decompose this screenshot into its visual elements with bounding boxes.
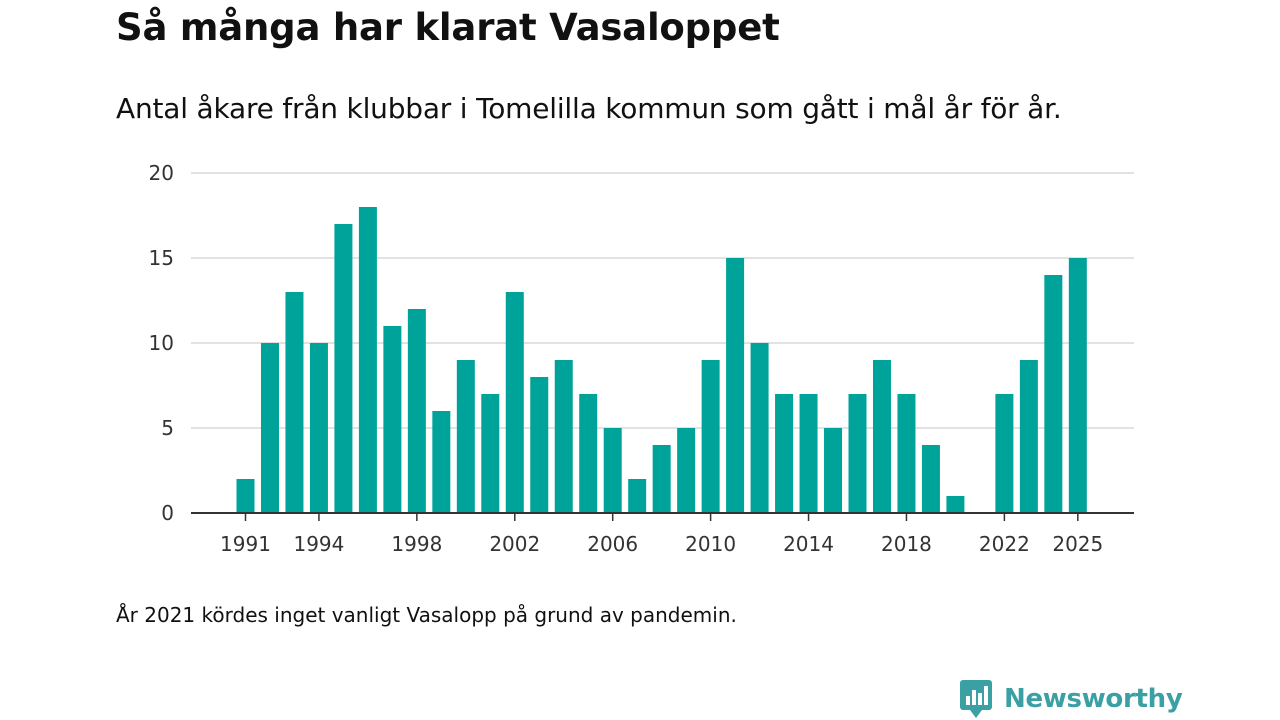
bar-2006	[603, 428, 622, 513]
y-tick-label: 5	[161, 416, 174, 440]
bar-2000	[456, 360, 475, 513]
x-tick-label: 2014	[783, 532, 834, 556]
bar-2018	[897, 394, 916, 513]
x-tick-label: 2006	[587, 532, 638, 556]
x-tick-2014: 2014	[783, 513, 834, 556]
bar-2020	[946, 496, 965, 513]
bar-2023	[1019, 360, 1038, 513]
bar-2015	[824, 428, 843, 513]
y-tick-label: 15	[149, 246, 174, 270]
y-axis-ticks: 0 5 10 15 20	[149, 161, 174, 525]
bar-2024	[1044, 275, 1063, 513]
x-tick-2010: 2010	[685, 513, 736, 556]
y-tick-label: 10	[149, 331, 174, 355]
newsworthy-logo[interactable]: Newsworthy	[960, 680, 1183, 718]
x-tick-2002: 2002	[489, 513, 540, 556]
gridlines	[191, 172, 1134, 429]
x-tick-2018: 2018	[881, 513, 932, 556]
bar-2003	[530, 377, 549, 513]
bar-2019	[921, 445, 940, 513]
bar-2013	[775, 394, 794, 513]
bar-1995	[334, 224, 353, 513]
chart-title: Så många har klarat Vasaloppet	[116, 6, 780, 49]
bar-1998	[407, 309, 426, 513]
x-tick-2022: 2022	[979, 513, 1030, 556]
bar-2016	[848, 394, 867, 513]
x-tick-label: 2018	[881, 532, 932, 556]
bar-2010	[701, 360, 720, 513]
bar-1993	[285, 292, 304, 513]
x-tick-2025: 2025	[1052, 513, 1103, 556]
brand-name: Newsworthy	[1004, 684, 1183, 714]
bar-2017	[872, 360, 891, 513]
x-tick-1991: 1991	[220, 513, 271, 556]
bar-2008	[652, 445, 671, 513]
footnote: År 2021 kördes inget vanligt Vasalopp på…	[116, 603, 737, 627]
x-tick-1994: 1994	[293, 513, 344, 556]
x-tick-label: 2022	[979, 532, 1030, 556]
bar-2014	[799, 394, 818, 513]
bar-chart: 0 5 10 15 20 1991 1994 1998 2002 2006 2010 2014 201…	[149, 161, 1134, 556]
x-tick-2006: 2006	[587, 513, 638, 556]
bar-1994	[309, 343, 328, 513]
y-tick-label: 20	[149, 161, 174, 185]
x-tick-label: 2002	[489, 532, 540, 556]
bars	[236, 207, 1087, 513]
bar-2025	[1068, 258, 1087, 513]
x-tick-label: 2010	[685, 532, 736, 556]
bar-2004	[554, 360, 573, 513]
bar-2022	[995, 394, 1014, 513]
x-tick-label: 1991	[220, 532, 271, 556]
bar-2012	[750, 343, 769, 513]
x-tick-label: 1994	[293, 532, 344, 556]
bar-chart-speech-bubble-icon	[960, 680, 992, 718]
bar-2002	[505, 292, 524, 513]
y-tick-label: 0	[161, 501, 174, 525]
bar-2007	[628, 479, 647, 513]
x-tick-label: 2025	[1052, 532, 1103, 556]
bar-1992	[260, 343, 279, 513]
x-tick-1998: 1998	[391, 513, 442, 556]
bar-2011	[726, 258, 745, 513]
bar-2005	[579, 394, 598, 513]
bar-2001	[481, 394, 500, 513]
x-axis-ticks: 1991 1994 1998 2002 2006 2010 2014 2018 2022 2025	[220, 513, 1103, 556]
bar-1999	[432, 411, 451, 513]
bar-2009	[677, 428, 696, 513]
bar-1991	[236, 479, 255, 513]
x-tick-label: 1998	[391, 532, 442, 556]
chart-subtitle: Antal åkare från klubbar i Tomelilla kom…	[116, 92, 1062, 125]
bar-1996	[358, 207, 377, 513]
bar-1997	[383, 326, 402, 513]
